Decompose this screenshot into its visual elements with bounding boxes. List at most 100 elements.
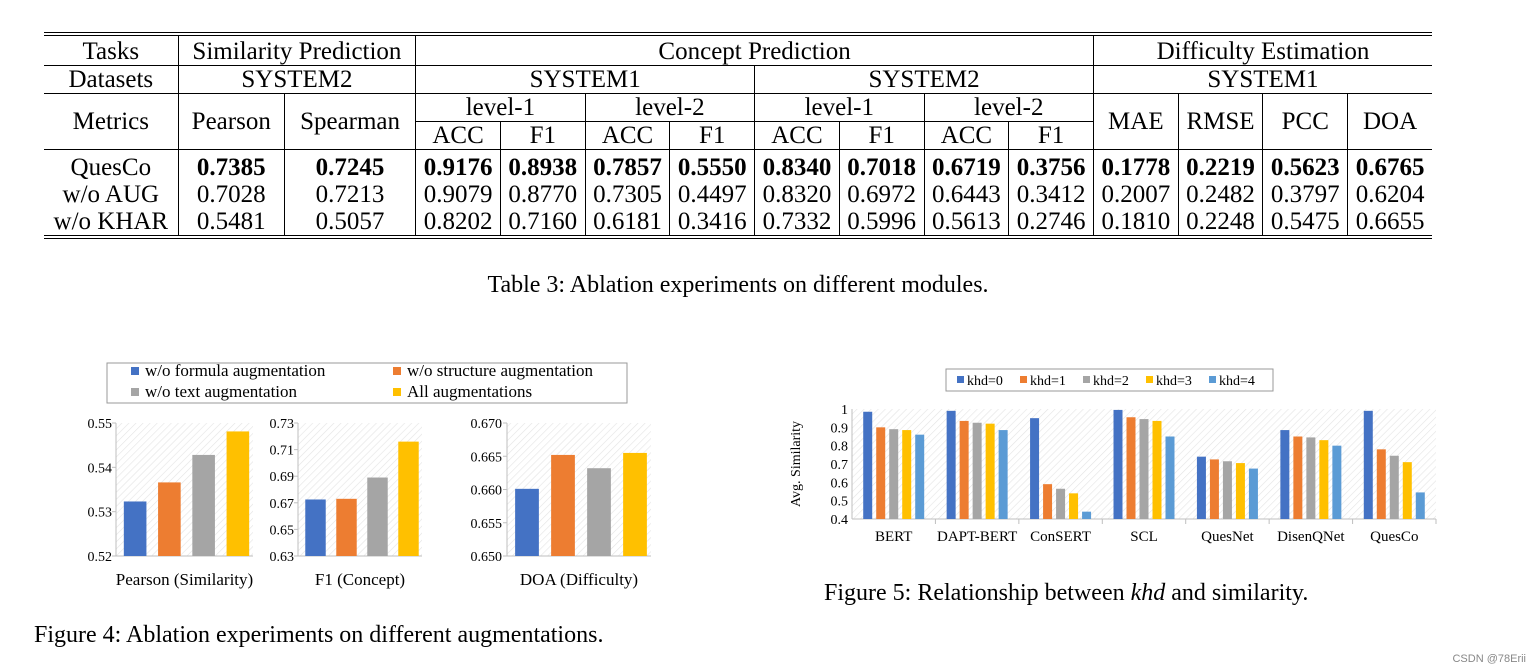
header-difficulty-dataset: SYSTEM1	[1092, 65, 1432, 94]
y-axis-label: Avg. Similarity	[789, 421, 804, 507]
header-s2-l2-f1: F1	[1008, 121, 1094, 150]
y-tick-label: 0.670	[471, 417, 503, 432]
header-difficulty-estimation: Difficulty Estimation	[1092, 34, 1432, 66]
y-tick-label: 0.55	[88, 417, 113, 432]
header-similarity-dataset: SYSTEM2	[177, 65, 416, 94]
bar	[1056, 488, 1066, 519]
bar	[226, 431, 250, 556]
bar	[1235, 463, 1245, 519]
table-cell: 0.3756	[1008, 149, 1094, 181]
header-s1-l1-acc: ACC	[415, 121, 501, 150]
table-cell: 0.1778	[1092, 149, 1179, 181]
table-cell: 0.8938	[499, 149, 586, 181]
table-cell: 0.2482	[1177, 181, 1263, 208]
legend-swatch	[1209, 376, 1216, 383]
y-tick-label: 0.63	[270, 550, 295, 565]
bar	[398, 441, 419, 556]
header-spearman: Spearman	[283, 93, 416, 150]
legend-swatch	[957, 376, 964, 383]
y-tick-label: 0.8	[831, 440, 849, 455]
bar	[1319, 440, 1329, 519]
y-tick-label: 0.54	[88, 461, 113, 476]
bar	[1126, 417, 1136, 519]
bar	[1306, 437, 1316, 519]
table-cell: 0.5057	[283, 208, 416, 237]
bar	[123, 501, 147, 556]
legend-swatch	[393, 367, 401, 375]
bar	[336, 498, 357, 556]
bar	[1139, 419, 1149, 519]
bar	[1165, 436, 1175, 519]
x-axis-label: DOA (Difficulty)	[520, 570, 638, 589]
watermark: CSDN @78Erii	[1452, 653, 1526, 665]
table-cell: 0.6765	[1347, 149, 1432, 181]
header-s1-l2-f1: F1	[669, 121, 755, 150]
table-body: QuesCo 0.7385 0.7245 0.9176 0.8938 0.7857 0.55…	[44, 149, 1432, 237]
table-cell: 0.6181	[584, 208, 670, 237]
legend-swatch	[1083, 376, 1090, 383]
bar	[1389, 455, 1399, 519]
bar	[551, 454, 575, 556]
y-tick-label: 0.9	[831, 421, 849, 436]
header-concept-dataset-2: SYSTEM2	[754, 65, 1094, 94]
table-cell: 0.7018	[838, 149, 925, 181]
bar	[587, 468, 611, 556]
bar	[1069, 493, 1079, 519]
legend-label: w/o text augmentation	[145, 382, 298, 401]
ablation-table-container: Tasks Similarity Prediction Concept Pred…	[44, 32, 1432, 239]
table-caption: Table 3: Ablation experiments on differe…	[487, 272, 989, 298]
table-cell: 0.8202	[415, 208, 501, 237]
header-mae: MAE	[1092, 93, 1179, 150]
table-cell: 0.6204	[1347, 181, 1432, 208]
y-tick-label: 0.69	[270, 470, 295, 485]
header-pearson: Pearson	[177, 93, 285, 150]
row-label: w/o AUG	[62, 181, 160, 208]
y-tick-label: 0.53	[88, 506, 113, 521]
table-cell: 0.6719	[923, 149, 1009, 181]
legend-label: khd=3	[1156, 374, 1192, 389]
table-cell: 0.2007	[1092, 181, 1179, 208]
y-tick-label: 0.650	[471, 550, 503, 565]
bar	[889, 429, 899, 519]
x-tick-label: DisenQNet	[1277, 529, 1345, 545]
bar	[863, 411, 873, 519]
table-cell: 0.5550	[669, 149, 755, 181]
legend-swatch	[1020, 376, 1027, 383]
table-cell: 0.4497	[669, 181, 755, 208]
bar	[1082, 511, 1092, 519]
bar	[1415, 492, 1425, 519]
y-tick-label: 0.67	[270, 497, 295, 512]
table-cell: 0.3797	[1262, 181, 1348, 208]
figure5-caption: Figure 5: Relationship between khd and s…	[824, 580, 1308, 607]
table-cell: 0.6655	[1347, 208, 1432, 237]
header-similarity-prediction: Similarity Prediction	[177, 34, 416, 66]
table-cell: 0.8340	[754, 149, 840, 181]
x-tick-label: ConSERT	[1030, 529, 1091, 545]
bar	[902, 430, 912, 519]
legend-swatch	[131, 388, 139, 396]
x-tick-label: BERT	[875, 529, 912, 545]
header-tasks-label: Tasks	[44, 34, 179, 66]
header-s2-level1: level-1	[754, 93, 925, 122]
table-cell: 0.5996	[838, 208, 925, 237]
y-tick-label: 0.5	[831, 495, 849, 510]
header-s1-level1: level-1	[415, 93, 586, 122]
figure5-caption-suffix: and similarity.	[1165, 580, 1309, 606]
figure5-chart: khd=0 khd=1 khd=2 khd=3 khd=4 0.4 0.5 0.6 0.7 0.8…	[789, 368, 1437, 545]
y-tick-label: 0.655	[471, 517, 503, 532]
y-tick-label: 0.7	[831, 458, 849, 473]
ablation-table: Tasks Similarity Prediction Concept Pred…	[44, 32, 1432, 239]
table-cell: 0.7305	[584, 181, 670, 208]
legend-label: khd=0	[967, 374, 1003, 389]
x-tick-label: SCL	[1130, 529, 1158, 545]
legend-label: khd=2	[1093, 374, 1129, 389]
bar	[1363, 410, 1373, 519]
legend-swatch	[131, 367, 139, 375]
bar	[305, 499, 326, 556]
table-cell: 0.8770	[499, 181, 586, 208]
y-tick-label: 0.73	[270, 417, 295, 432]
bar	[158, 482, 181, 556]
legend-label: w/o formula augmentation	[145, 361, 326, 380]
legend-box	[945, 368, 1274, 392]
y-tick-label: 0.65	[270, 523, 295, 538]
